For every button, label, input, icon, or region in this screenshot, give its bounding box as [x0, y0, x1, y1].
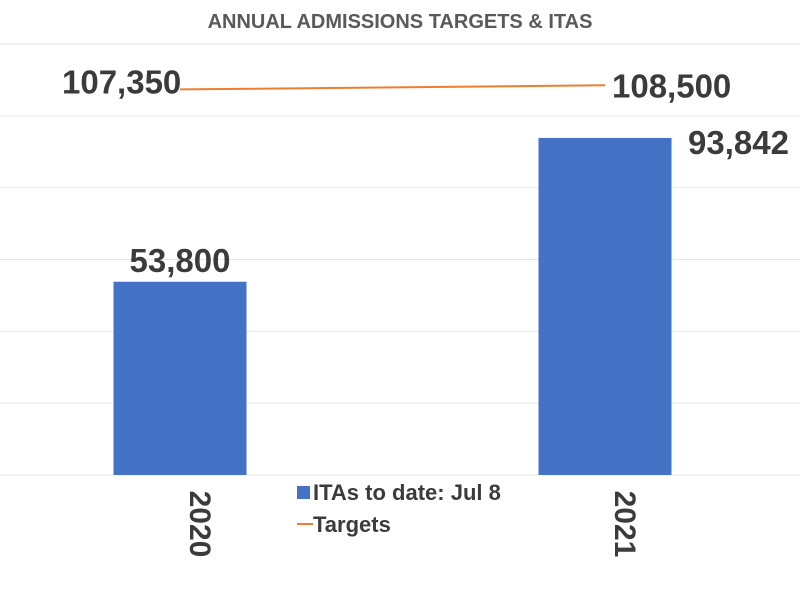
legend-swatch-itas: [297, 486, 310, 499]
bar-label-2021: 93,842: [688, 124, 789, 161]
x-tick-2020: 2020: [183, 491, 216, 558]
target-label-2021: 108,500: [612, 67, 731, 104]
target-line-series: [179, 84, 606, 91]
target-line: [179, 84, 606, 91]
x-axis-ticks: 2020 2021: [183, 491, 641, 558]
legend-label-targets: Targets: [313, 512, 391, 537]
bar-label-2020: 53,800: [130, 242, 231, 279]
bar-2020: [113, 281, 247, 475]
chart-title: ANNUAL ADMISSIONS TARGETS & ITAS: [208, 11, 593, 33]
target-label-2020: 107,350: [62, 63, 181, 100]
bar-2021: [538, 137, 672, 476]
bar-series: [113, 137, 672, 476]
x-tick-2021: 2021: [608, 491, 641, 558]
legend: ITAs to date: Jul 8 Targets: [297, 480, 501, 537]
legend-label-itas: ITAs to date: Jul 8: [313, 480, 501, 505]
data-labels: 53,800 93,842 107,350 108,500: [62, 63, 789, 278]
